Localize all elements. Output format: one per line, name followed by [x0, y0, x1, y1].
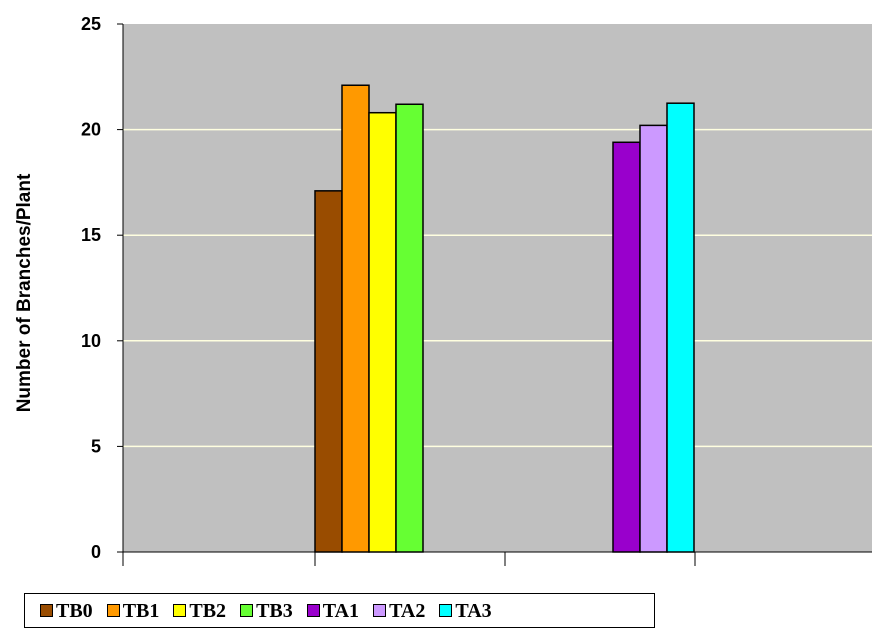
legend-swatch	[306, 604, 320, 617]
legend-swatch	[173, 604, 187, 617]
axes	[117, 23, 872, 566]
legend-swatch	[106, 604, 120, 617]
y-tick-label: 20	[81, 120, 101, 140]
legend-swatch	[439, 604, 453, 617]
legend-label: TB0	[56, 599, 93, 622]
y-tick-label: 10	[81, 331, 101, 351]
y-tick-label: 0	[91, 542, 101, 562]
gridlines	[123, 128, 872, 448]
legend-label: TA1	[322, 599, 360, 622]
bar-tb3	[395, 103, 424, 553]
legend: TB0 TB1 TB2 TB3 TA1 TA2 TA3	[24, 593, 655, 628]
bar-chart: 0 5 10 15 20 25 Number of Branches/Plant	[14, 14, 872, 566]
legend-entry-ta3: TA3	[439, 599, 492, 622]
legend-swatch	[240, 604, 254, 617]
bar-ta2	[639, 124, 668, 553]
legend-entry-tb0: TB0	[40, 601, 93, 621]
legend-swatch	[373, 604, 387, 617]
legend-entry-tb2: TB2	[173, 601, 226, 621]
legend-entry-ta1: TA1	[306, 599, 360, 622]
legend-label: TA3	[455, 599, 492, 622]
legend-entry-ta2: TA2	[373, 601, 425, 621]
bar-ta1	[612, 141, 641, 553]
bar-ta3	[666, 102, 695, 553]
legend-entry-tb3: TB3	[240, 601, 293, 621]
legend-entry-tb1: TB1	[106, 599, 160, 622]
legend-label: TB3	[256, 599, 293, 622]
y-tick-label: 5	[91, 436, 101, 456]
bar-tb0	[314, 190, 343, 553]
y-tick-label: 15	[81, 225, 101, 245]
y-tick-label: 25	[81, 14, 101, 34]
plot-area	[123, 24, 872, 552]
legend-label: TB1	[122, 599, 160, 622]
legend-swatch	[40, 604, 53, 617]
y-tick-labels: 0 5 10 15 20 25	[81, 14, 101, 562]
bar-tb1	[341, 84, 370, 553]
legend-label: TA2	[389, 599, 426, 622]
legend-label: TB2	[189, 599, 227, 622]
bar-tb2	[368, 111, 397, 553]
y-axis-title: Number of Branches/Plant	[14, 173, 35, 412]
